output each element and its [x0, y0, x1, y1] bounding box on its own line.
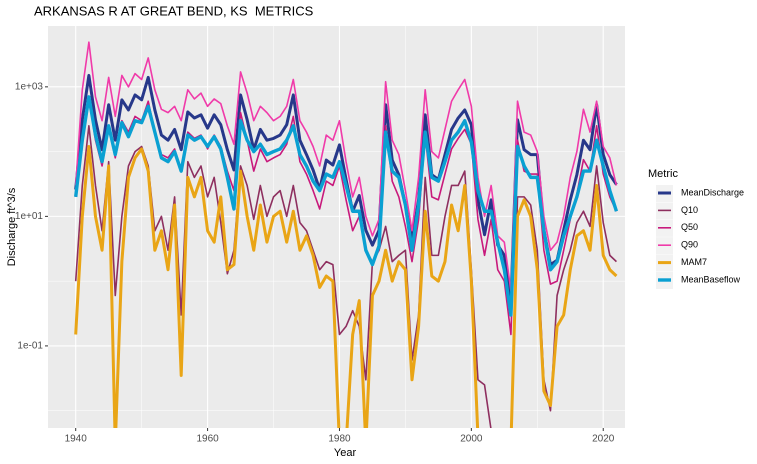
- chart-title: ARKANSAS R AT GREAT BEND, KS METRICS: [34, 3, 314, 18]
- legend-title: Metric: [648, 168, 678, 180]
- x-tick-label: 1940: [65, 434, 88, 445]
- x-tick-label: 1960: [196, 434, 219, 445]
- legend-label: MAM7: [681, 257, 707, 267]
- series-line: [74, 144, 618, 428]
- legend-label: Q50: [681, 222, 698, 232]
- plot-lines: [74, 41, 619, 428]
- series-line: [74, 125, 617, 428]
- legend-label: Q10: [681, 205, 698, 215]
- y-tick-label: 1e+03: [15, 81, 44, 92]
- legend-label: MeanBaseflow: [681, 274, 741, 284]
- x-tick-label: 2020: [592, 434, 615, 445]
- y-tick-label: 1e-01: [17, 341, 43, 352]
- series-line: [74, 41, 618, 292]
- series-line: [74, 95, 619, 317]
- legend-label: MeanDischarge: [681, 187, 744, 197]
- y-axis-title: Discharge ft^3/s: [6, 187, 18, 266]
- y-tick-label: 1e+01: [15, 211, 44, 222]
- x-axis-title: Year: [334, 447, 357, 459]
- x-tick-label: 2000: [460, 434, 483, 445]
- x-tick-label: 1980: [328, 434, 351, 445]
- legend-label: Q90: [681, 240, 698, 250]
